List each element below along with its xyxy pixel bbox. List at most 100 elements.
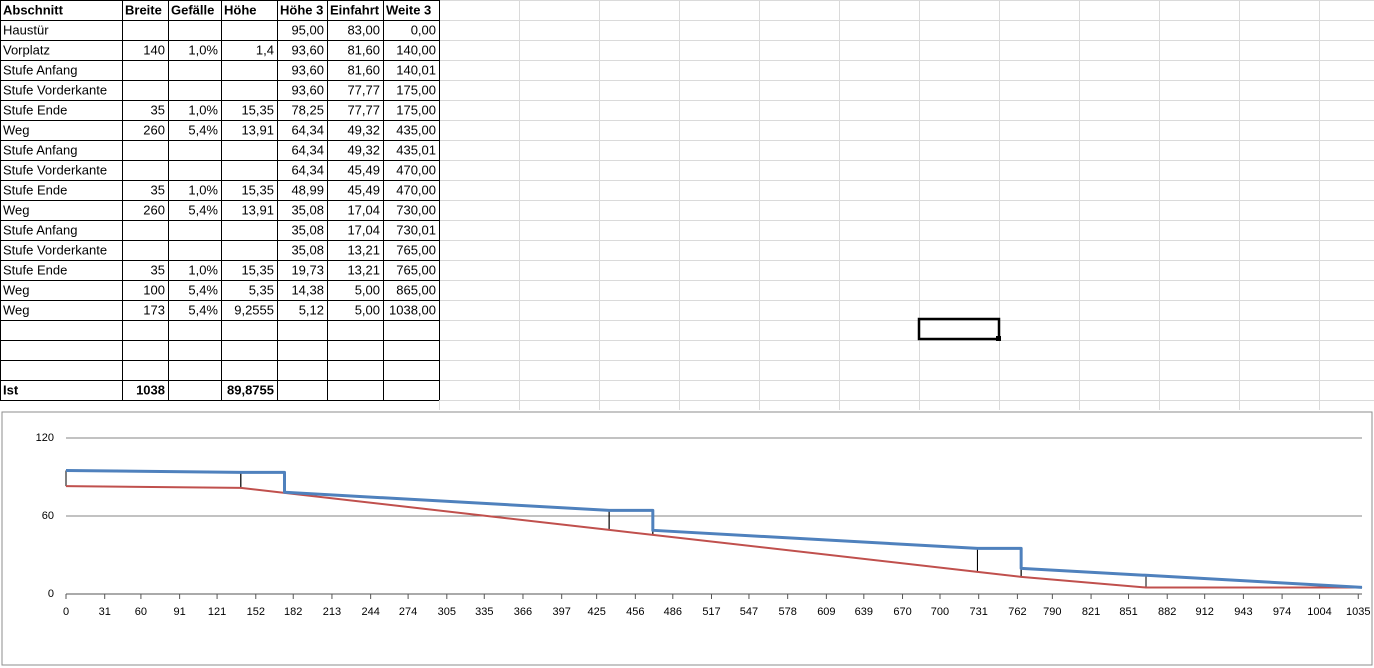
cell: 64,34	[291, 122, 324, 137]
cell: 95,00	[291, 22, 324, 37]
cell: 5,4%	[188, 122, 218, 137]
header-cell: Einfahrt	[330, 2, 380, 17]
cell: 15,35	[241, 102, 274, 117]
cell: 5,12	[299, 302, 324, 317]
x-tick-label: 821	[1082, 606, 1100, 618]
cell: 1,0%	[188, 42, 218, 57]
cell: 1038,00	[389, 302, 436, 317]
x-tick-label: 731	[970, 606, 988, 618]
cell: 730,01	[396, 222, 436, 237]
cell: 140,00	[396, 42, 436, 57]
cell: 1,4	[256, 42, 274, 57]
cell: 1,0%	[188, 262, 218, 277]
cell: 435,01	[396, 142, 436, 157]
y-tick-label: 60	[42, 510, 54, 522]
cell: Stufe Vorderkante	[3, 242, 107, 257]
cell: Stufe Ende	[3, 102, 67, 117]
cell: Weg	[3, 202, 30, 217]
cell: Vorplatz	[3, 42, 50, 57]
cell: 64,34	[291, 142, 324, 157]
x-tick-label: 244	[361, 606, 379, 618]
cell: 173	[143, 302, 165, 317]
header-cell: Breite	[125, 2, 162, 17]
x-tick-label: 578	[778, 606, 796, 618]
cell: 765,00	[396, 242, 436, 257]
table: Abschnitt Breite Gefälle Höhe Höhe 3 Einfahrt…	[0, 0, 440, 401]
cell: 100	[143, 282, 165, 297]
cell: 13,21	[347, 242, 380, 257]
cell: 1,0%	[188, 102, 218, 117]
cell: 175,00	[396, 82, 436, 97]
header-cell: 1038	[136, 382, 165, 397]
cell: 140,01	[396, 62, 436, 77]
x-tick-label: 790	[1043, 606, 1061, 618]
cell: 35	[151, 102, 165, 117]
cell: 140	[143, 42, 165, 57]
x-tick-label: 152	[247, 606, 265, 618]
x-tick-label: 425	[587, 606, 605, 618]
cell: 15,35	[241, 182, 274, 197]
x-tick-label: 609	[817, 606, 835, 618]
cell: 5,4%	[188, 282, 218, 297]
cell: Stufe Anfang	[3, 222, 77, 237]
cell: 15,35	[241, 262, 274, 277]
cell: 5,00	[355, 282, 380, 297]
cell: 5,4%	[188, 302, 218, 317]
x-tick-label: 305	[438, 606, 456, 618]
header-cell: Ist	[3, 382, 19, 397]
cell: 1,0%	[188, 182, 218, 197]
y-tick-label: 120	[36, 432, 54, 444]
cell: 81,60	[347, 42, 380, 57]
cell: Stufe Anfang	[3, 142, 77, 157]
x-tick-label: 882	[1158, 606, 1176, 618]
x-tick-label: 121	[208, 606, 226, 618]
cell: 13,91	[241, 202, 274, 217]
x-tick-label: 912	[1196, 606, 1214, 618]
cell: 17,04	[347, 222, 380, 237]
cell: 35,08	[291, 222, 324, 237]
cell: 435,00	[396, 122, 436, 137]
cell: Stufe Vorderkante	[3, 162, 107, 177]
header-cell: Weite 3	[386, 2, 431, 17]
x-tick-label: 1004	[1307, 606, 1331, 618]
cell: Stufe Vorderkante	[3, 82, 107, 97]
x-tick-label: 213	[323, 606, 341, 618]
x-tick-label: 91	[173, 606, 185, 618]
series-line	[65, 469, 1363, 589]
cell: Stufe Anfang	[3, 62, 77, 77]
x-tick-label: 335	[475, 606, 493, 618]
x-tick-label: 762	[1008, 606, 1026, 618]
cell: 5,35	[249, 282, 274, 297]
x-tick-label: 397	[552, 606, 570, 618]
cell: 45,49	[347, 162, 380, 177]
x-tick-label: 366	[514, 606, 532, 618]
cell: 64,34	[291, 162, 324, 177]
cell: Stufe Ende	[3, 262, 67, 277]
selected-cell[interactable]	[917, 317, 1001, 341]
x-tick-label: 851	[1119, 606, 1137, 618]
x-tick-label: 639	[855, 606, 873, 618]
cell: 48,99	[291, 182, 324, 197]
cell: 13,21	[347, 262, 380, 277]
x-tick-label: 1035	[1346, 606, 1370, 618]
header-cell: Höhe 3	[280, 2, 323, 17]
x-tick-label: 0	[63, 606, 69, 618]
x-tick-label: 670	[893, 606, 911, 618]
cell: Stufe Ende	[3, 182, 67, 197]
x-tick-label: 486	[664, 606, 682, 618]
cell: 35	[151, 262, 165, 277]
cell: 765,00	[396, 262, 436, 277]
series-line	[65, 485, 1362, 589]
cell: 93,60	[291, 62, 324, 77]
cell: 13,91	[241, 122, 274, 137]
cell: 260	[143, 122, 165, 137]
x-tick-label: 547	[740, 606, 758, 618]
cell: 45,49	[347, 182, 380, 197]
cell: 77,77	[347, 82, 380, 97]
fill-handle[interactable]	[996, 336, 1001, 341]
cell: 78,25	[291, 102, 324, 117]
header-cell: 89,8755	[227, 382, 274, 397]
cell: 35	[151, 182, 165, 197]
